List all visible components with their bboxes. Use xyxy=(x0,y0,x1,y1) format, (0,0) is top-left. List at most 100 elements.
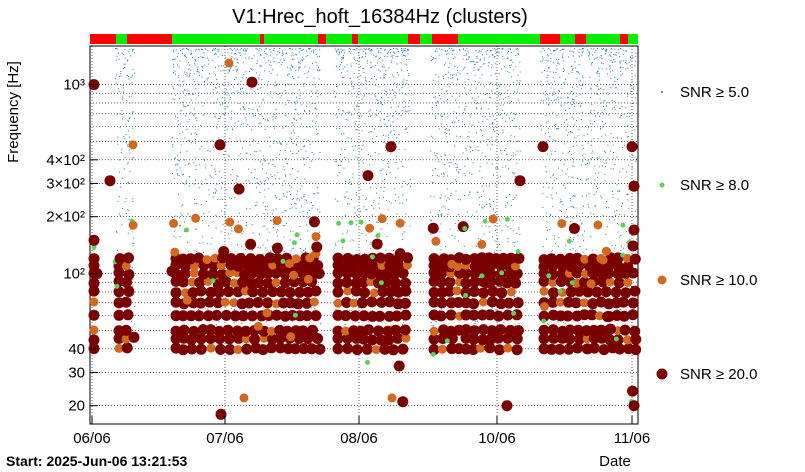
trigger-point-snr5 xyxy=(299,67,300,69)
trigger-point-snr5 xyxy=(552,62,554,64)
trigger-point-snr5 xyxy=(516,240,518,242)
trigger-point-snr5 xyxy=(132,69,134,71)
trigger-point-snr5 xyxy=(346,232,348,234)
trigger-point-snr5 xyxy=(212,60,214,62)
trigger-point-snr5 xyxy=(556,68,558,70)
trigger-point-snr5 xyxy=(599,115,601,117)
trigger-point-snr5 xyxy=(277,235,279,237)
cluster-point xyxy=(311,232,321,242)
cluster-point xyxy=(566,238,572,244)
trigger-point-snr5 xyxy=(316,192,318,194)
trigger-point-snr5 xyxy=(401,49,403,51)
trigger-point-snr5 xyxy=(630,57,631,59)
trigger-point-snr5 xyxy=(276,197,278,199)
trigger-point-snr5 xyxy=(485,51,487,53)
trigger-point-snr5 xyxy=(479,166,481,168)
trigger-point-snr5 xyxy=(484,57,486,59)
cluster-point xyxy=(182,295,192,305)
cluster-point xyxy=(340,238,346,244)
trigger-point-snr5 xyxy=(431,109,433,111)
trigger-point-snr5 xyxy=(225,89,227,91)
trigger-point-snr5 xyxy=(267,187,269,189)
trigger-point-snr5 xyxy=(362,162,364,164)
trigger-point-snr5 xyxy=(513,155,515,157)
trigger-point-snr5 xyxy=(579,49,581,50)
trigger-point-snr5 xyxy=(510,158,512,160)
trigger-point-snr5 xyxy=(121,177,123,179)
trigger-point-snr5 xyxy=(552,77,554,79)
trigger-point-snr5 xyxy=(216,127,218,129)
trigger-point-snr5 xyxy=(478,81,480,83)
trigger-point-snr5 xyxy=(575,67,576,69)
trigger-point-snr5 xyxy=(496,167,498,169)
trigger-point-snr5 xyxy=(474,63,476,65)
trigger-point-snr5 xyxy=(603,124,605,126)
trigger-point-snr5 xyxy=(283,166,285,168)
trigger-point-snr5 xyxy=(466,149,468,151)
trigger-point-snr5 xyxy=(184,137,186,139)
trigger-point-snr5 xyxy=(627,124,629,126)
trigger-point-snr5 xyxy=(301,251,303,253)
trigger-point-snr5 xyxy=(292,230,294,232)
trigger-point-snr5 xyxy=(306,77,308,79)
trigger-point-snr5 xyxy=(172,63,174,65)
trigger-point-snr5 xyxy=(623,49,625,51)
trigger-point-snr5 xyxy=(578,55,580,57)
trigger-point-snr5 xyxy=(619,56,621,58)
trigger-point-snr5 xyxy=(371,138,373,140)
trigger-point-snr5 xyxy=(508,102,510,104)
trigger-point-snr5 xyxy=(247,48,249,50)
trigger-point-snr5 xyxy=(596,188,598,189)
trigger-point-snr5 xyxy=(293,247,295,249)
trigger-point-snr5 xyxy=(566,216,568,218)
cluster-point xyxy=(185,253,196,265)
trigger-point-snr5 xyxy=(440,89,442,91)
legend-label: SNR ≥ 5.0 xyxy=(680,84,749,101)
trigger-point-snr5 xyxy=(546,181,548,183)
trigger-point-snr5 xyxy=(510,228,512,230)
trigger-point-snr5 xyxy=(596,176,598,178)
trigger-point-snr5 xyxy=(502,129,504,131)
trigger-point-snr5 xyxy=(610,71,612,73)
trigger-point-snr5 xyxy=(174,230,176,232)
trigger-point-snr5 xyxy=(556,178,558,180)
trigger-point-snr5 xyxy=(588,51,590,53)
trigger-point-snr5 xyxy=(603,162,605,164)
trigger-point-snr5 xyxy=(590,97,592,99)
trigger-point-snr5 xyxy=(259,65,261,67)
trigger-point-snr5 xyxy=(477,96,479,98)
trigger-point-snr5 xyxy=(439,231,441,233)
trigger-point-snr5 xyxy=(275,195,276,197)
trigger-point-snr5 xyxy=(224,102,226,104)
trigger-point-snr5 xyxy=(304,145,305,147)
trigger-point-snr5 xyxy=(435,96,436,98)
trigger-point-snr5 xyxy=(227,154,229,156)
trigger-point-snr5 xyxy=(193,114,195,116)
cluster-point xyxy=(257,344,269,356)
trigger-point-snr5 xyxy=(338,109,340,111)
trigger-point-snr5 xyxy=(600,48,602,50)
trigger-point-snr5 xyxy=(178,98,180,100)
trigger-point-snr5 xyxy=(495,73,497,75)
trigger-point-snr5 xyxy=(629,155,631,157)
trigger-point-snr5 xyxy=(303,85,305,87)
trigger-point-snr5 xyxy=(545,166,547,168)
trigger-point-snr5 xyxy=(267,120,269,122)
trigger-point-snr5 xyxy=(440,197,442,199)
trigger-point-snr5 xyxy=(569,200,571,202)
trigger-point-snr5 xyxy=(204,308,206,310)
trigger-point-snr5 xyxy=(439,197,441,199)
trigger-point-snr5 xyxy=(253,140,255,142)
trigger-point-snr5 xyxy=(125,141,127,143)
trigger-point-snr5 xyxy=(501,48,503,50)
cluster-point xyxy=(593,220,603,230)
trigger-point-snr5 xyxy=(486,162,488,164)
cluster-point xyxy=(284,259,294,269)
trigger-point-snr5 xyxy=(383,99,385,101)
trigger-point-snr5 xyxy=(194,199,196,200)
trigger-point-snr5 xyxy=(573,207,574,209)
cluster-point xyxy=(506,287,516,297)
trigger-point-snr5 xyxy=(390,60,392,62)
trigger-point-snr5 xyxy=(353,240,355,242)
trigger-point-snr5 xyxy=(195,165,197,167)
